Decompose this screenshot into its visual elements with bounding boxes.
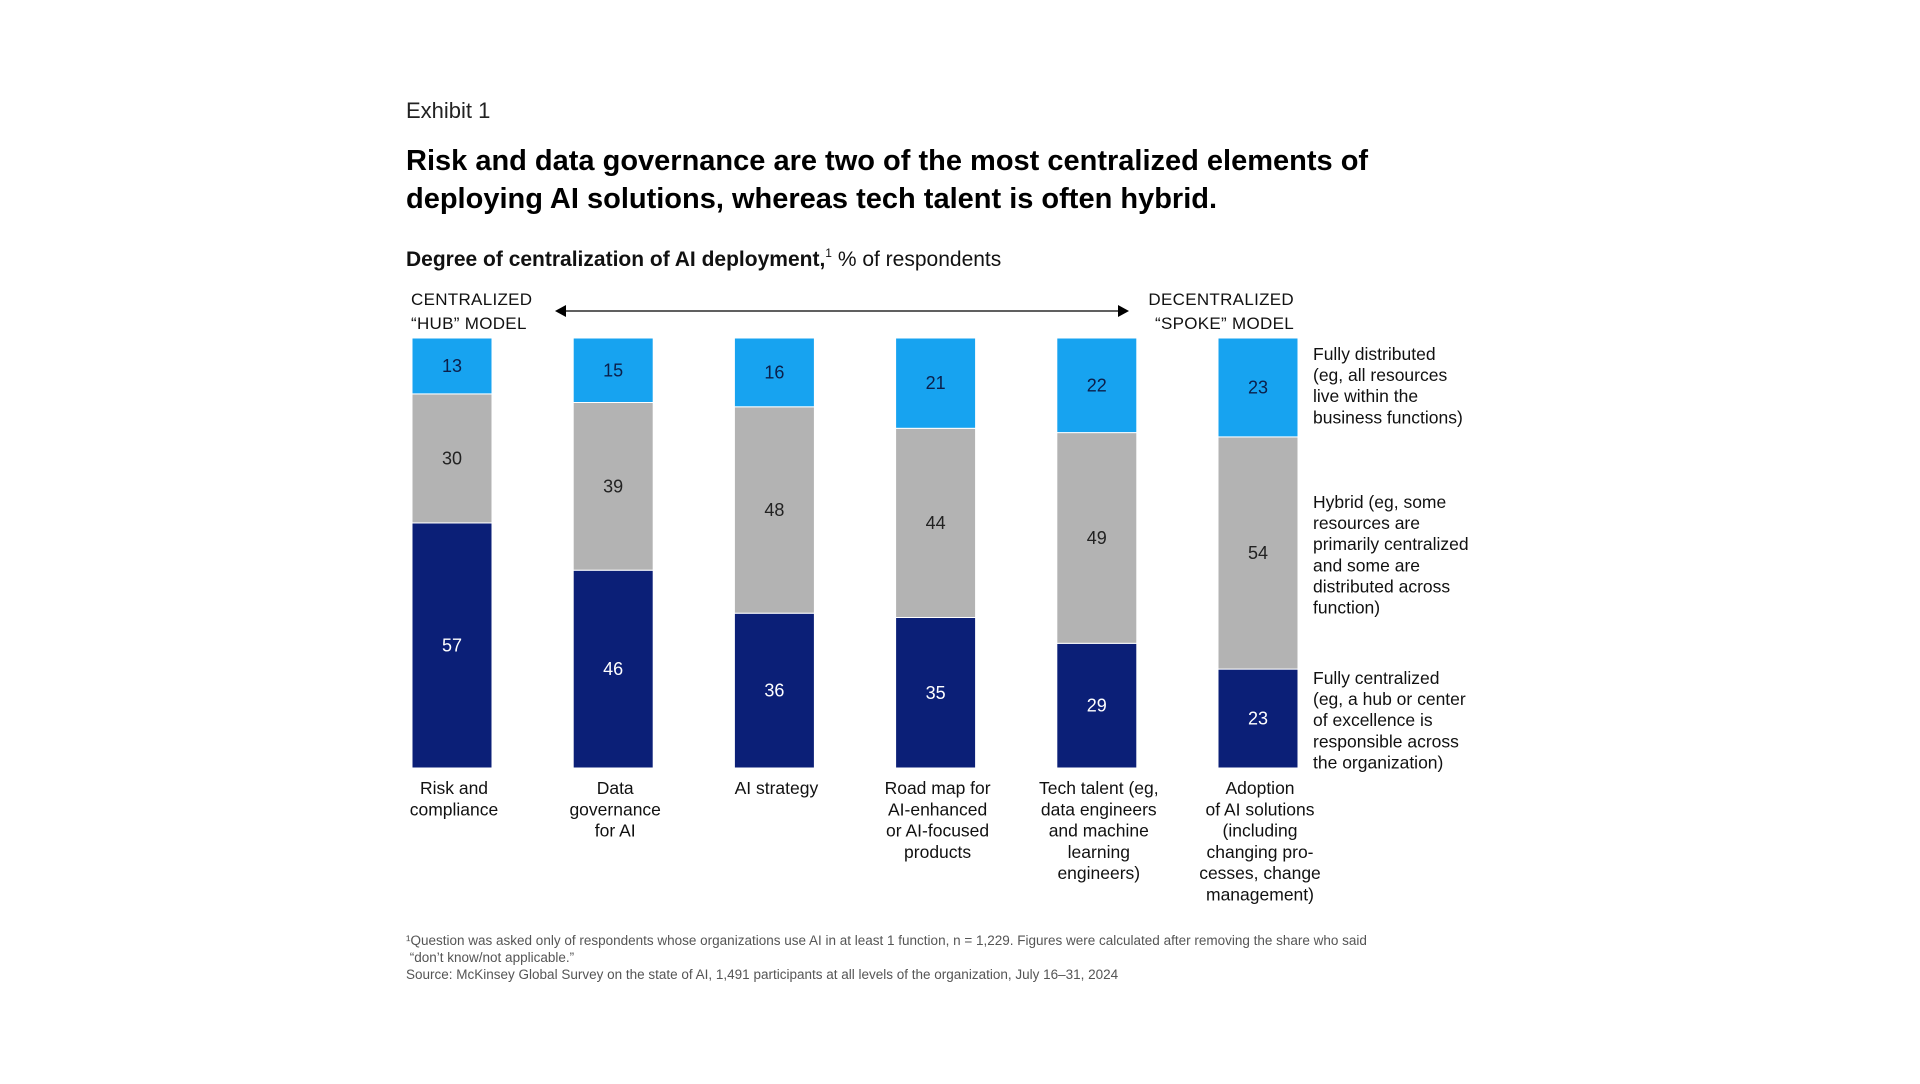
bar-segment-fully-distributed [733,337,815,408]
value-label: 16 [764,362,784,382]
legend-hybrid: primarily centralized [1313,534,1469,554]
category-label: data engineers [1041,799,1157,819]
value-label: 39 [603,476,623,496]
legend-fully-distributed: (eg, all resources [1313,365,1447,385]
spoke-model-label: “SPOKE” MODEL [1155,314,1294,333]
category-label: or AI-focused [886,821,989,841]
bar-segment-fully-distributed [411,337,493,395]
exhibit-label: Exhibit 1 [406,98,491,123]
legend-fully-distributed: business functions) [1313,407,1463,427]
category-label: for AI [595,821,636,841]
legend-fully-distributed: Fully distributed [1313,344,1436,364]
arrow-left-head [555,305,566,317]
category-label: engineers) [1057,863,1140,883]
legend-hybrid: distributed across [1313,576,1450,596]
source-line: Source: McKinsey Global Survey on the st… [406,967,1119,982]
value-label: 15 [603,360,623,380]
value-label: 49 [1087,528,1107,548]
bar-segment-hybrid [1217,436,1299,670]
category-label: (including [1223,821,1298,841]
chart-title: Risk and data governance are two of the … [406,145,1369,215]
value-label: 54 [1248,543,1268,563]
bar-segment-fully-centralized [1056,642,1138,769]
legend-hybrid: resources are [1313,513,1420,533]
category-label: and machine [1049,821,1149,841]
bar-segment-fully-distributed [1056,337,1138,434]
category-label: governance [569,799,660,819]
category-label: management) [1206,885,1314,905]
hub-model-label: CENTRALIZED [411,290,532,309]
footnote-marker: 1 [825,246,832,260]
legend-fully-centralized: (eg, a hub or center [1313,689,1466,709]
category-label: cesses, change [1199,863,1321,883]
legend-hybrid: and some are [1313,555,1420,575]
value-label: 21 [926,373,946,393]
subtitle-bold: Degree of centralization of AI deploymen… [406,248,826,271]
legend-fully-centralized: Fully centralized [1313,668,1439,688]
legend-fully-distributed: live within the [1313,386,1418,406]
bar-segment-fully-centralized [1217,668,1299,769]
legend: Fully centralized(eg, a hub or centerof … [1313,344,1469,772]
value-label: 35 [926,683,946,703]
category-label: Tech talent (eg, [1039,778,1159,798]
bar-segment-hybrid [733,406,815,614]
value-label: 23 [1248,377,1268,397]
legend-fully-centralized: responsible across [1313,731,1459,751]
hub-model-label: “HUB” MODEL [411,314,527,333]
category-label: Road map for [885,778,991,798]
bar-segment-fully-distributed [572,337,654,403]
category-label: compliance [410,799,499,819]
footnote-line-1: ¹Question was asked only of respondents … [406,933,1367,948]
centralization-scale: CENTRALIZED “HUB” MODEL DECENTRALIZED “SPOK… [411,290,1294,333]
bar-segment-fully-distributed [1217,337,1299,438]
bar-segment-hybrid [572,402,654,571]
bar-segment-fully-centralized [895,617,977,769]
footnotes: ¹Question was asked only of respondents … [406,932,1506,983]
value-label: 48 [764,500,784,520]
bar-segment-fully-centralized [733,612,815,769]
value-label: 46 [603,659,623,679]
legend-hybrid: Hybrid (eg, some [1313,492,1446,512]
category-label: products [904,842,971,862]
category-label: changing pro- [1206,842,1313,862]
value-label: 22 [1087,375,1107,395]
category-label: Adoption [1225,778,1294,798]
subtitle-unit: % of respondents [831,248,1002,271]
legend-fully-centralized: the organization) [1313,752,1443,772]
chart-subtitle: Degree of centralization of AI deploymen… [406,246,1002,272]
category-label: Data [597,778,634,798]
value-label: 23 [1248,709,1268,729]
value-label: 57 [442,635,462,655]
arrow-right-head [1118,305,1129,317]
bars: 57 30 13 46 39 15 36 48 16 35 44 21 29 49 22 23 54 23 [411,337,1299,769]
category-label: AI-enhanced [888,799,987,819]
legend-hybrid: function) [1313,598,1380,618]
footnote-line-2: “don’t know/not applicable.” [406,950,575,965]
spoke-model-label: DECENTRALIZED [1148,290,1294,309]
value-label: 30 [442,448,462,468]
category-label: learning [1068,842,1130,862]
bar-segment-hybrid [895,427,977,618]
value-label: 29 [1087,696,1107,716]
bar-segment-hybrid [1056,432,1138,644]
value-label: 13 [442,356,462,376]
category-label: Risk and [420,778,488,798]
bar-segment-fully-distributed [895,337,977,429]
category-label: of AI solutions [1206,799,1315,819]
value-label: 36 [764,681,784,701]
legend-fully-centralized: of excellence is [1313,710,1433,730]
value-label: 44 [926,513,946,533]
category-label: AI strategy [735,778,819,798]
